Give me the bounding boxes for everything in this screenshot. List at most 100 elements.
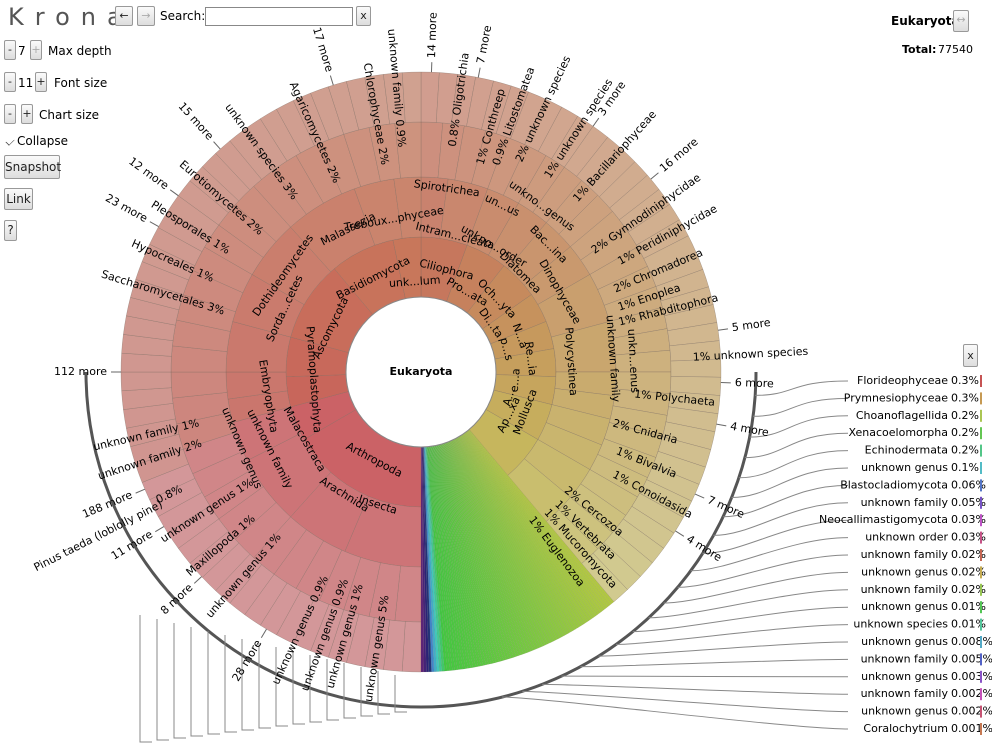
leader-line xyxy=(694,493,705,499)
list-name: unknown genus xyxy=(861,635,948,648)
list-percent: 0.02% xyxy=(951,548,986,561)
list-percent: 0.03% xyxy=(951,531,986,544)
font-value: 11 xyxy=(18,76,34,90)
list-name: unknown genus xyxy=(861,670,948,683)
list-name: unknown genus xyxy=(861,461,948,474)
list-swatch xyxy=(980,462,982,474)
leader-line xyxy=(135,488,146,494)
list-connector xyxy=(522,690,849,713)
size-plus[interactable]: + xyxy=(21,104,33,124)
fan-line xyxy=(360,667,373,717)
list-connector xyxy=(632,606,849,633)
list-swatch xyxy=(980,653,982,666)
link-button[interactable]: Link xyxy=(4,188,33,210)
list-swatch xyxy=(980,636,982,648)
search-clear[interactable]: x xyxy=(356,6,371,26)
fan-line xyxy=(207,631,220,735)
list-name: Blastocladiomycota xyxy=(840,478,948,491)
depth-plus[interactable]: + xyxy=(30,40,42,60)
list-name: unknown genus xyxy=(861,600,948,613)
size-minus[interactable]: - xyxy=(4,104,16,124)
list-swatch xyxy=(980,479,982,492)
forward-button[interactable]: → xyxy=(137,6,155,26)
list-connector xyxy=(702,519,849,554)
list-swatch xyxy=(980,392,982,405)
center-hole xyxy=(345,296,497,448)
list-close[interactable]: x xyxy=(963,344,978,367)
list-name: unknown family xyxy=(861,583,949,596)
snapshot-button[interactable]: Snapshot xyxy=(4,155,61,179)
search-label: Search: xyxy=(160,9,206,23)
list-swatch xyxy=(980,444,982,457)
fan-line xyxy=(139,615,152,743)
leader-line xyxy=(260,628,267,638)
more-label: 15 more xyxy=(176,100,217,143)
sunburst xyxy=(120,71,722,673)
help-button[interactable]: ? xyxy=(4,220,17,241)
wedge xyxy=(401,71,422,123)
list-swatch xyxy=(980,375,982,387)
list-percent: 0.03% xyxy=(951,513,986,526)
leader-line xyxy=(718,328,729,331)
list-percent: 0.05% xyxy=(951,496,986,509)
fan-line xyxy=(224,635,237,733)
leader-line xyxy=(477,67,481,78)
leader-line xyxy=(650,172,659,180)
list-connector xyxy=(663,571,849,604)
more-label: 5 more xyxy=(731,316,772,334)
list-percent: 0.01% xyxy=(951,600,986,613)
list-swatch xyxy=(980,409,982,422)
more-label: 112 more xyxy=(54,365,107,378)
list-connector xyxy=(731,467,849,498)
list-connector xyxy=(648,589,849,619)
list-connector xyxy=(755,380,849,396)
segment-label: Re...ia xyxy=(522,341,539,377)
list-swatch xyxy=(980,688,982,701)
more-label: 17 more xyxy=(310,26,336,74)
list-connector xyxy=(744,432,849,459)
more-label: 23 more xyxy=(103,191,150,225)
swap-button[interactable]: ↔ xyxy=(953,10,969,32)
list-connector xyxy=(502,696,849,730)
fan-line xyxy=(258,643,271,729)
leader-line xyxy=(155,526,165,533)
fan-line xyxy=(394,675,407,713)
back-button[interactable]: ← xyxy=(115,6,133,26)
list-swatch xyxy=(980,618,982,631)
list-name: Florideophyceae xyxy=(857,374,948,387)
list-percent: 0.1% xyxy=(951,461,979,474)
leader-line xyxy=(169,189,179,197)
font-minus[interactable]: - xyxy=(4,72,16,92)
list-swatch xyxy=(980,496,982,509)
total-value: 77540 xyxy=(938,43,973,56)
fan-line xyxy=(343,663,356,719)
list-percent: 0.003% xyxy=(951,670,992,683)
more-label: 12 more xyxy=(126,155,171,193)
list-percent: 0.3% xyxy=(951,391,979,404)
list-percent: 0.002% xyxy=(951,705,992,718)
list-name: Choanoflagellida xyxy=(856,409,948,422)
depth-minus[interactable]: - xyxy=(4,40,16,60)
more-label: 14 more xyxy=(425,12,440,59)
list-name: Xenacoelomorpha xyxy=(848,426,948,439)
fan-line xyxy=(173,623,186,739)
more-label: 16 more xyxy=(657,135,701,175)
list-swatch xyxy=(980,583,982,596)
fan-line xyxy=(309,655,322,723)
fan-arc xyxy=(84,371,758,709)
list-connector xyxy=(598,641,849,657)
list-connector xyxy=(561,675,849,678)
leader-line xyxy=(675,530,685,537)
search-input[interactable] xyxy=(205,7,353,26)
size-label: Chart size xyxy=(39,108,100,122)
font-plus[interactable]: + xyxy=(35,72,47,92)
font-label: Font size xyxy=(54,76,108,90)
list-swatch xyxy=(980,531,982,544)
list-name: Coralochytrium xyxy=(863,722,948,735)
list-percent: 0.2% xyxy=(951,444,979,457)
list-percent: 0.005% xyxy=(951,652,992,665)
leader-line xyxy=(213,141,221,150)
list-name: unknown species xyxy=(853,618,948,631)
list-name: unknown family xyxy=(861,496,949,509)
